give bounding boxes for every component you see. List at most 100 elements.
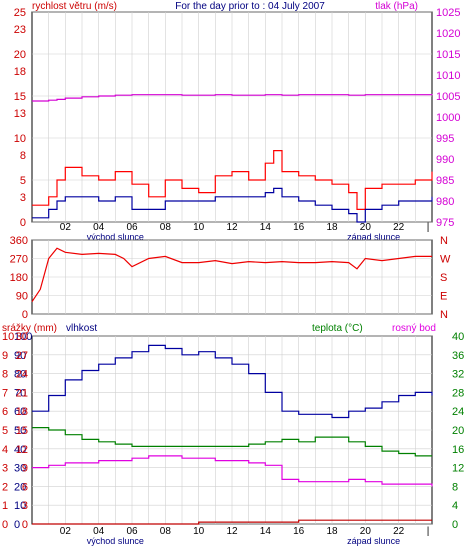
temperature-y-tick-label: 32 [452, 369, 464, 381]
chart-title: For the day prior to : 04 July 2007 [175, 1, 325, 12]
left-y-tick-label: 12 [16, 444, 28, 456]
temperature-y-tick-label: 24 [452, 406, 464, 418]
x-tick-label: 22 [393, 526, 405, 537]
x-tick-label: 04 [93, 222, 105, 233]
humidity-y-tick-label: 70 [14, 387, 26, 399]
left-y-tick-label: 0 [22, 519, 28, 531]
left-y-tick-label: 9 [22, 463, 28, 475]
rain-y-tick-label: 1 [2, 500, 8, 512]
x-tick-label: 10 [193, 526, 205, 537]
pressure-y-tick-label: 1015 [436, 49, 460, 61]
sunrise-label: východ slunce [87, 536, 144, 546]
x-tick-label: 08 [160, 222, 172, 233]
x-tick-label: 06 [126, 222, 138, 233]
wind-gust-line [32, 150, 433, 210]
x-tick-label: 08 [160, 526, 172, 537]
wind-direction-line [31, 247, 432, 303]
pressure-axis-title: tlak (hPa) [375, 1, 418, 12]
left-y-tick-label: 6 [22, 481, 28, 493]
sunset-label: západ slunce [347, 232, 400, 242]
x-tick-label: 16 [293, 526, 305, 537]
temperature-y-tick-label: 36 [452, 350, 464, 362]
wind-y-tick-label: 18 [14, 66, 26, 78]
humidity-y-tick-label: 100 [14, 331, 32, 343]
x-tick-label: 14 [260, 526, 272, 537]
temperature-line [32, 427, 432, 457]
x-tick-label: 10 [193, 222, 205, 233]
left-y-tick-label: 18 [16, 406, 28, 418]
wind-y-tick-label: 13 [14, 108, 26, 120]
rain-y-tick-label: 7 [2, 387, 8, 399]
wind-y-tick-label: 10 [14, 133, 26, 145]
direction-y-tick-label: 360 [10, 235, 28, 247]
dewpoint-axis-title: rosný bod [392, 323, 436, 334]
wind-y-tick-label: 15 [14, 91, 26, 103]
wind-y-tick-label: 25 [14, 7, 26, 19]
direction-y-tick-label: 0 [22, 309, 28, 321]
pressure-y-tick-label: 975 [436, 217, 454, 229]
x-tick-label: 20 [360, 526, 372, 537]
humidity-y-tick-label: 20 [14, 481, 26, 493]
humidity-y-tick-label: 60 [14, 406, 26, 418]
left-y-tick-label: 30 [16, 331, 28, 343]
x-tick-label: | [427, 526, 430, 537]
rain-y-tick-label: 0 [2, 519, 8, 531]
x-tick-label: 02 [60, 526, 72, 537]
direction-compass-label: N [440, 309, 448, 321]
humidity-y-tick-label: 40 [14, 444, 26, 456]
direction-compass-label: W [440, 254, 451, 266]
direction-y-tick-label: 270 [10, 254, 28, 266]
rain-y-tick-label: 8 [2, 369, 8, 381]
rain-line [32, 519, 432, 525]
x-tick-label: 12 [226, 526, 238, 537]
temperature-y-tick-label: 0 [452, 519, 458, 531]
rain-y-tick-label: 5 [2, 425, 8, 437]
temperature-axis-title: teplota (°C) [312, 323, 363, 334]
rain-y-tick-label: 9 [2, 350, 8, 362]
x-tick-label: 12 [226, 222, 238, 233]
x-tick-label: | [427, 222, 430, 233]
left-y-tick-label: 27 [16, 350, 28, 362]
left-y-tick-label: 24 [16, 369, 28, 381]
humidity-y-tick-label: 30 [14, 463, 26, 475]
x-tick-label: 06 [126, 526, 138, 537]
sunrise-label: východ slunce [87, 232, 144, 242]
wind-y-tick-label: 3 [20, 192, 26, 204]
humidity-line [32, 344, 433, 419]
x-tick-label: 02 [60, 222, 72, 233]
direction-y-tick-label: 180 [10, 272, 28, 284]
x-tick-label: 18 [326, 222, 338, 233]
sunset-label: západ slunce [347, 536, 400, 546]
x-tick-label: 04 [93, 526, 105, 537]
rain-y-tick-label: 3 [2, 463, 8, 475]
temperature-y-tick-label: 8 [452, 481, 458, 493]
humidity-y-tick-label: 10 [14, 500, 26, 512]
pressure-y-tick-label: 980 [436, 196, 454, 208]
pressure-y-tick-label: 1000 [436, 112, 460, 124]
rain-y-tick-label: 4 [2, 444, 8, 456]
temperature-y-tick-label: 20 [452, 425, 464, 437]
temperature-y-tick-label: 28 [452, 387, 464, 399]
wind-y-tick-label: 20 [14, 49, 26, 61]
pressure-y-tick-label: 1025 [436, 7, 460, 19]
pressure-y-tick-label: 985 [436, 175, 454, 187]
wind-y-tick-label: 5 [20, 175, 26, 187]
temperature-y-tick-label: 40 [452, 331, 464, 343]
humidity-y-tick-label: 50 [14, 425, 26, 437]
temperature-y-tick-label: 16 [452, 444, 464, 456]
direction-compass-label: N [440, 235, 448, 247]
direction-compass-label: S [440, 272, 447, 284]
wind-average-line [32, 187, 433, 223]
pressure-line [32, 93, 433, 102]
humidity-y-tick-label: 90 [14, 350, 26, 362]
x-tick-label: 14 [260, 222, 272, 233]
rain-y-tick-label: 6 [2, 406, 8, 418]
left-y-tick-label: 21 [16, 387, 28, 399]
pressure-y-tick-label: 990 [436, 154, 454, 166]
x-tick-label: 20 [360, 222, 372, 233]
humidity-axis-title: vlhkost [66, 323, 97, 334]
pressure-y-tick-label: 1005 [436, 91, 460, 103]
left-y-tick-label: 15 [16, 425, 28, 437]
x-tick-label: 18 [326, 526, 338, 537]
